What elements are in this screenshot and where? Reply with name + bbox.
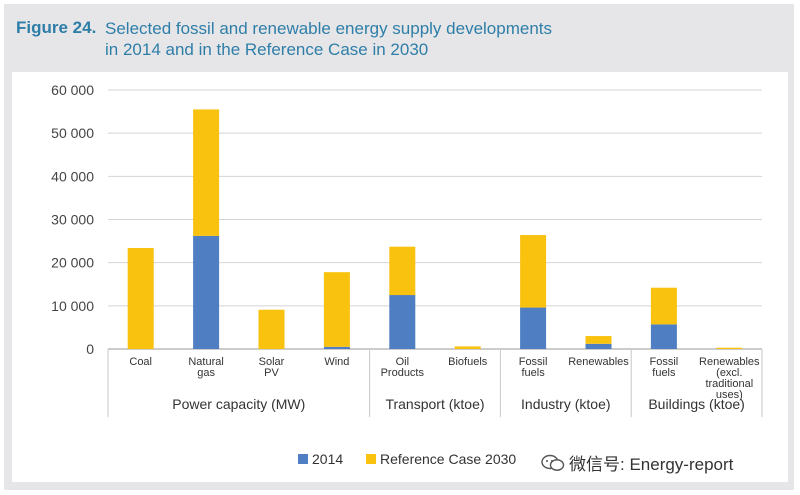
category-label: fuels bbox=[652, 367, 676, 379]
category-label: Biofuels bbox=[448, 356, 488, 368]
bar-reference-2030 bbox=[127, 247, 154, 349]
y-tick-label: 20 000 bbox=[51, 255, 94, 271]
y-tick-label: 60 000 bbox=[51, 82, 94, 98]
bar-reference-2030 bbox=[258, 309, 285, 349]
category-label: Fossil bbox=[519, 356, 548, 368]
bar-reference-2030 bbox=[323, 272, 350, 347]
y-tick-label: 0 bbox=[86, 341, 94, 357]
figure-number: Figure 24. bbox=[16, 18, 97, 37]
category-label: fuels bbox=[521, 367, 545, 379]
category-label: Wind bbox=[324, 356, 349, 368]
category-label: Renewables bbox=[568, 356, 629, 368]
watermark: 微信号: Energy-report bbox=[541, 450, 733, 475]
bar-2014 bbox=[323, 346, 350, 349]
category-label: Oil bbox=[396, 356, 409, 368]
figure-header: Figure 24. Selected fossil and renewable… bbox=[4, 4, 794, 72]
category-label: Solar bbox=[259, 356, 285, 368]
category-label: Products bbox=[381, 367, 425, 379]
category-label: uses) bbox=[716, 389, 743, 401]
bar-2014 bbox=[650, 324, 677, 349]
legend-swatch-reference-2030 bbox=[366, 454, 376, 464]
watermark-text: 微信号: Energy-report bbox=[569, 455, 734, 474]
bar-reference-2030 bbox=[716, 347, 743, 349]
stacked-bar-chart: 0 10 000 20 000 30 000 40 000 50 000 60 000 Coa… bbox=[51, 82, 763, 467]
bar-2014 bbox=[585, 343, 612, 349]
y-tick-label: 50 000 bbox=[51, 125, 94, 141]
category-label: Fossil bbox=[650, 356, 679, 368]
group-label: Power capacity (MW) bbox=[172, 396, 305, 412]
y-tick-label: 10 000 bbox=[51, 298, 94, 314]
figure-title-line-1: Selected fossil and renewable energy sup… bbox=[105, 19, 552, 38]
wechat-icon bbox=[541, 454, 565, 472]
group-label: Buildings (ktoe) bbox=[648, 396, 745, 412]
bar-reference-2030 bbox=[520, 235, 547, 308]
figure-title-line-2: in 2014 and in the Reference Case in 203… bbox=[105, 40, 429, 59]
category-label: Renewables bbox=[699, 356, 760, 368]
category-label: PV bbox=[264, 367, 279, 379]
bar-2014 bbox=[520, 307, 547, 349]
y-tick-label: 30 000 bbox=[51, 212, 94, 228]
category-label: (excl. bbox=[716, 367, 742, 379]
legend-label: 2014 bbox=[312, 451, 343, 467]
figure-title: Selected fossil and renewable energy sup… bbox=[105, 18, 705, 60]
bar-reference-2030 bbox=[650, 287, 677, 325]
category-label: Coal bbox=[129, 356, 152, 368]
bar-reference-2030 bbox=[585, 336, 612, 344]
bar-reference-2030 bbox=[193, 109, 220, 236]
bar-2014 bbox=[193, 235, 220, 349]
figure-frame: Figure 24. Selected fossil and renewable… bbox=[4, 4, 794, 490]
group-label: Industry (ktoe) bbox=[521, 396, 610, 412]
legend-label: Reference Case 2030 bbox=[380, 451, 516, 467]
chart-panel: 0 10 000 20 000 30 000 40 000 50 000 60 000 Coa… bbox=[12, 72, 788, 482]
y-tick-label: 40 000 bbox=[51, 168, 94, 184]
category-label: gas bbox=[197, 367, 215, 379]
group-label: Transport (ktoe) bbox=[385, 396, 484, 412]
category-label: traditional bbox=[705, 378, 753, 390]
category-label: Natural bbox=[188, 356, 223, 368]
bar-reference-2030 bbox=[454, 346, 481, 349]
bar-2014 bbox=[389, 295, 416, 349]
legend-swatch-2014 bbox=[298, 454, 308, 464]
bar-reference-2030 bbox=[389, 246, 416, 296]
